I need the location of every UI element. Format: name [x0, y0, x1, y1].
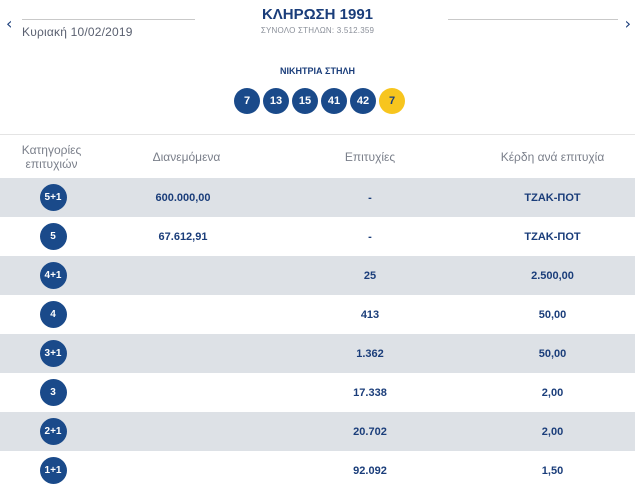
category-cell: 2+1	[33, 412, 73, 451]
draw-title: ΚΛΗΡΩΣΗ 1991	[261, 6, 374, 23]
winners-cell: -	[368, 230, 372, 243]
category-badge: 4	[39, 301, 67, 328]
distributed-cell	[120, 412, 246, 451]
prize-cell: ΤΖΑΚ-ΠΟΤ	[524, 191, 581, 204]
header-category: Κατηγορίες επιτυχιών	[0, 135, 103, 179]
category-cell: 3	[33, 373, 73, 412]
distributed-cell	[120, 451, 246, 489]
chevron-right-icon[interactable]: ›	[624, 14, 631, 33]
category-badge: 3+1	[39, 340, 67, 367]
table-row: 5 67.612,91 - ΤΖΑΚ-ΠΟΤ	[0, 217, 635, 256]
winning-number-ball: 41	[321, 88, 347, 114]
winners-cell: 20.702	[353, 425, 387, 438]
header-winners: Επιτυχίες	[344, 150, 396, 164]
winners-cell: 25	[363, 269, 377, 282]
distributed-cell: 600.000,00	[155, 191, 211, 204]
winning-numbers: 7 13 15 41 42 7	[234, 88, 405, 114]
category-cell: 5	[33, 217, 73, 256]
winners-cell: 413	[360, 308, 380, 321]
category-cell: 5+1	[33, 178, 73, 217]
table-row: 5+1 600.000,00 - ΤΖΑΚ-ΠΟΤ	[0, 178, 635, 217]
winning-number-ball: 13	[263, 88, 289, 114]
header-distributed: Διανεμόμενα	[152, 150, 221, 164]
category-cell: 4+1	[33, 256, 73, 295]
category-badge: 5	[39, 223, 67, 250]
winners-cell: -	[368, 191, 372, 204]
distributed-cell	[120, 256, 246, 295]
header-category-line1: Κατηγορίες	[21, 143, 82, 157]
header-prize: Κέρδη ανά επιτυχία	[500, 150, 605, 164]
table-row: 4+1 25 2.500,00	[0, 256, 635, 295]
prize-cell: 2,00	[541, 425, 564, 438]
category-badge: 4+1	[39, 262, 67, 289]
category-badge: 5+1	[39, 184, 67, 211]
chevron-left-icon[interactable]: ‹	[6, 14, 13, 33]
prize-cell: 50,00	[538, 347, 567, 360]
prize-cell: ΤΖΑΚ-ΠΟΤ	[524, 230, 581, 243]
header-divider-right	[448, 19, 618, 20]
prize-cell: 1,50	[541, 464, 564, 477]
prize-cell: 2,00	[541, 386, 564, 399]
header-divider-left	[22, 19, 195, 20]
winners-cell: 17.338	[353, 386, 387, 399]
table-row: 4 413 50,00	[0, 295, 635, 334]
table-row: 2+1 20.702 2,00	[0, 412, 635, 451]
winning-number-ball: 42	[350, 88, 376, 114]
category-badge: 2+1	[39, 418, 67, 445]
draw-header: ‹ Κυριακή 10/02/2019 ΚΛΗΡΩΣΗ 1991 ΣΥΝΟΛΟ…	[0, 0, 635, 50]
bonus-number-ball: 7	[379, 88, 405, 114]
table-row: 3 17.338 2,00	[0, 373, 635, 412]
winners-cell: 1.362	[356, 347, 384, 360]
table-header: Κατηγορίες επιτυχιών Διανεμόμενα Επιτυχίε…	[0, 134, 635, 178]
category-cell: 1+1	[33, 451, 73, 489]
category-cell: 4	[33, 295, 73, 334]
distributed-cell	[120, 373, 246, 412]
table-row: 3+1 1.362 50,00	[0, 334, 635, 373]
prize-cell: 2.500,00	[531, 269, 574, 282]
prize-cell: 50,00	[538, 308, 567, 321]
category-badge: 3	[39, 379, 67, 406]
winning-number-ball: 15	[292, 88, 318, 114]
winning-column-label: ΝΙΚΗΤΡΙΑ ΣΤΗΛΗ	[280, 66, 355, 76]
category-badge: 1+1	[39, 457, 67, 484]
winning-number-ball: 7	[234, 88, 260, 114]
prize-table: Κατηγορίες επιτυχιών Διανεμόμενα Επιτυχίε…	[0, 134, 635, 489]
distributed-cell	[120, 295, 246, 334]
total-columns: ΣΥΝΟΛΟ ΣΤΗΛΩΝ: 3.512.359	[260, 26, 375, 35]
winners-cell: 92.092	[353, 464, 387, 477]
category-cell: 3+1	[33, 334, 73, 373]
distributed-cell: 67.612,91	[158, 230, 208, 243]
draw-date: Κυριακή 10/02/2019	[22, 25, 133, 39]
distributed-cell	[120, 334, 246, 373]
header-category-line2: επιτυχιών	[25, 157, 78, 171]
table-row: 1+1 92.092 1,50	[0, 451, 635, 489]
